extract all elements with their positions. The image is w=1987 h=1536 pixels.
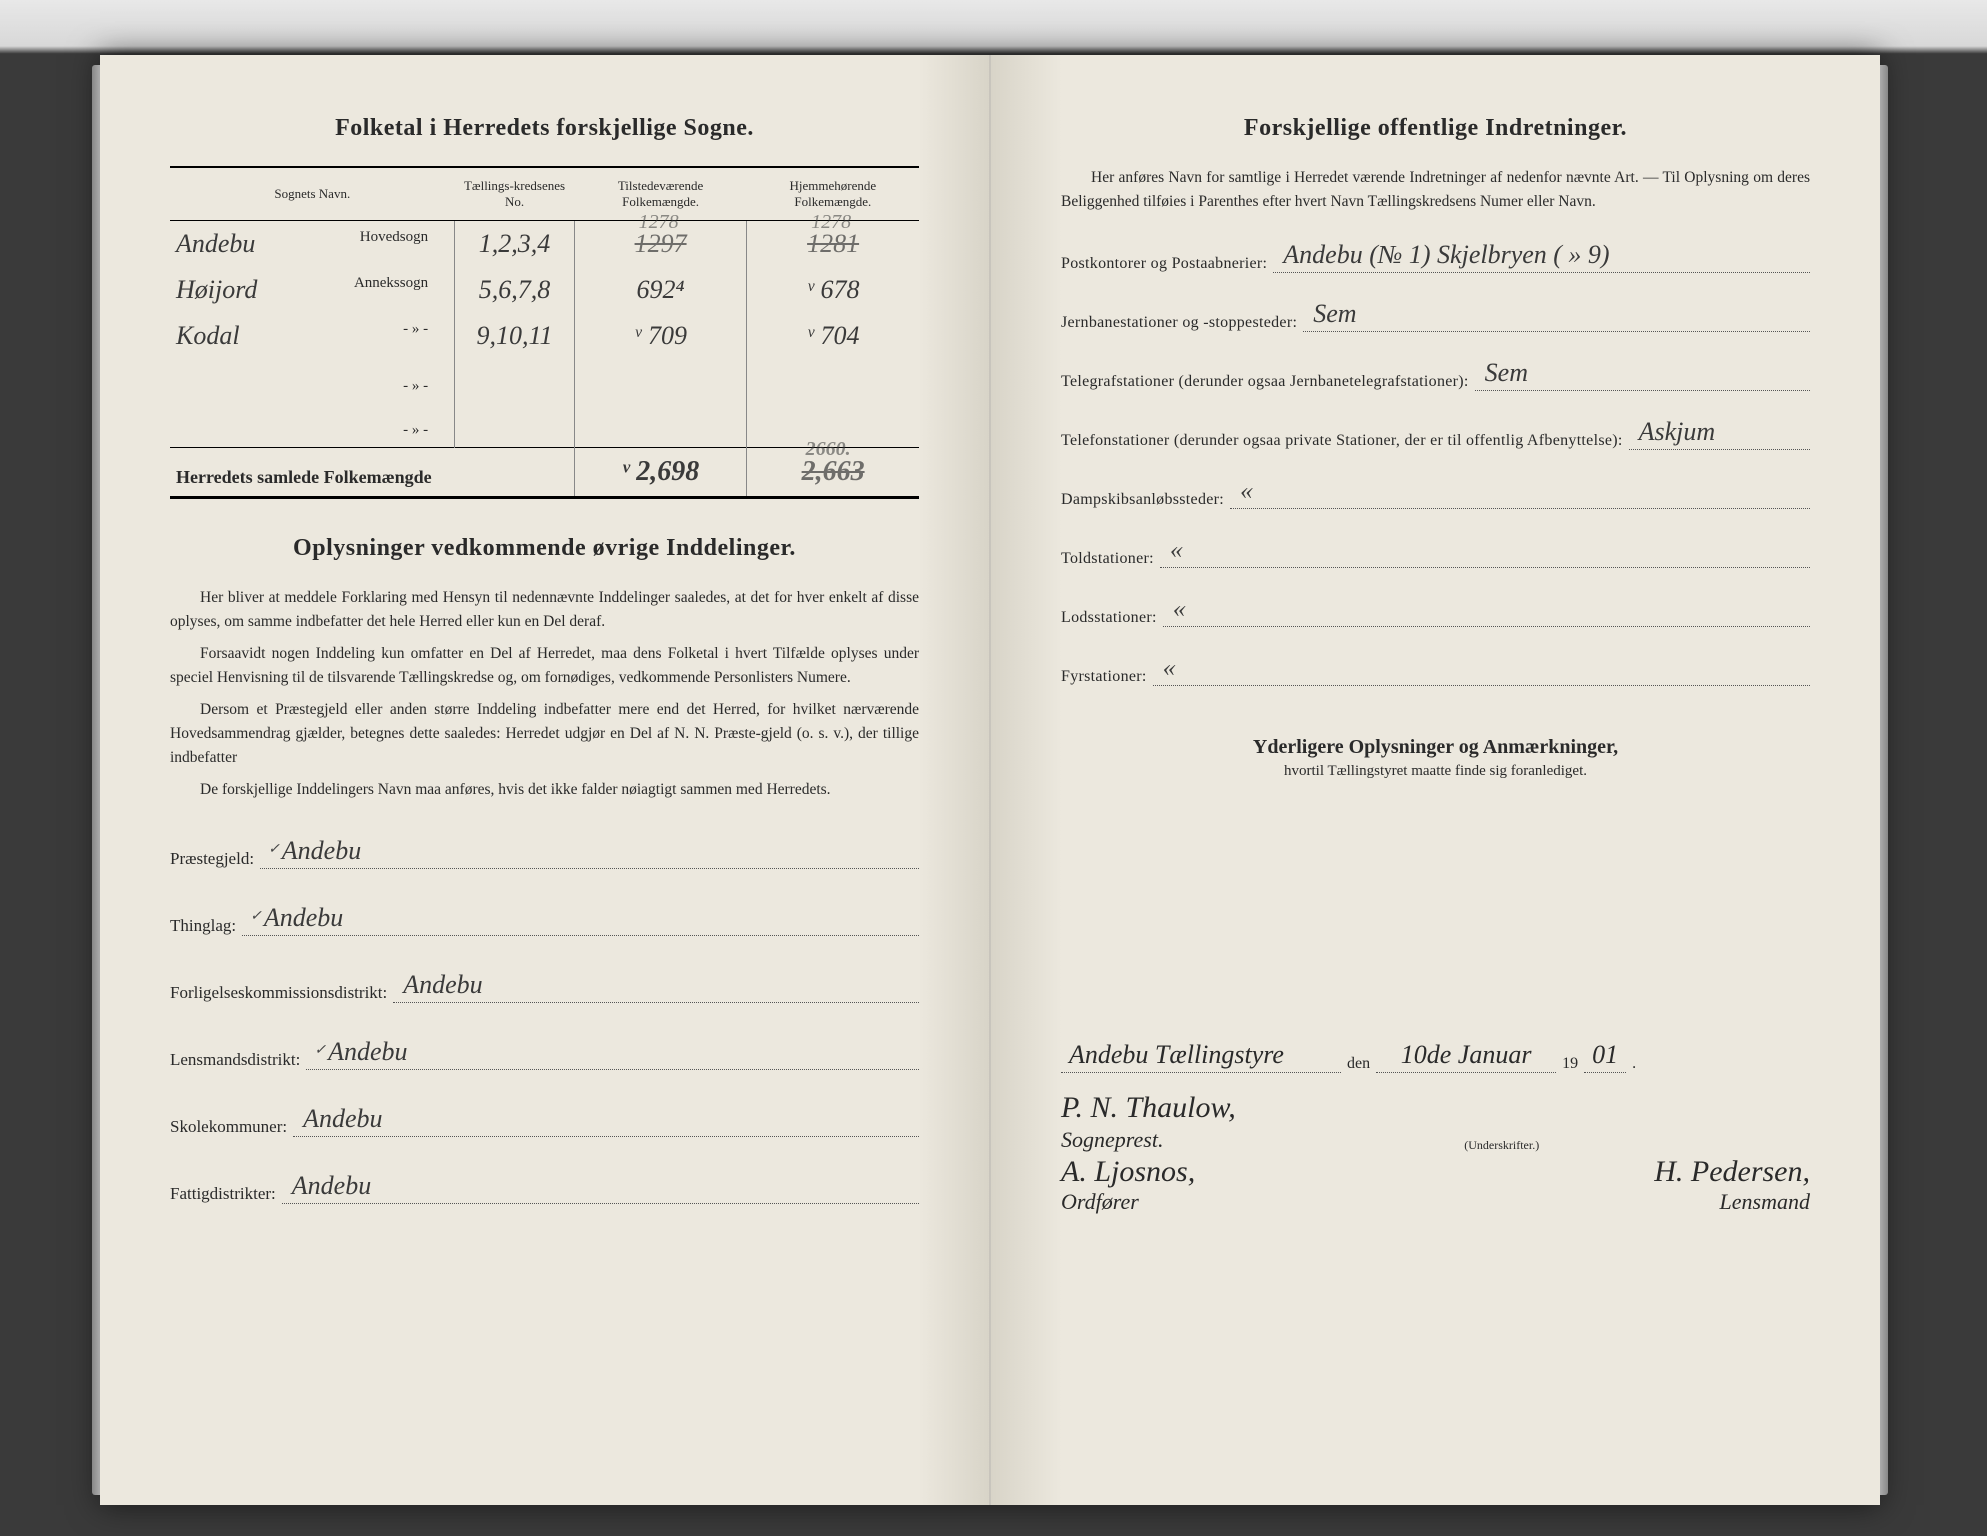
sogn-type: - » - (403, 378, 448, 395)
field-told: Toldstationer: « (1061, 535, 1810, 568)
field-skole: Skolekommuner: Andebu (170, 1104, 919, 1137)
field-value: « (1230, 476, 1810, 509)
sign-place: Andebu Tællingstyre (1061, 1040, 1341, 1073)
field-telegraf: Telegrafstationer (derunder ogsaa Jernba… (1061, 358, 1810, 391)
kreds: 9,10,11 (455, 313, 575, 359)
para: Dersom et Præstegjeld eller anden større… (170, 698, 919, 770)
field-label: Fyrstationer: (1061, 668, 1153, 686)
total-row: Herredets samlede Folkemængde ᵛ 2,698 26… (170, 447, 919, 497)
right-title-yderligere: Yderligere Oplysninger og Anmærkninger, (1061, 736, 1810, 759)
field-value: Andebu (306, 1037, 919, 1070)
field-label: Thinglag: (170, 916, 242, 936)
role-1: Sogneprest. (1061, 1127, 1163, 1153)
field-post: Postkontorer og Postaabnerier: Andebu (№… (1061, 240, 1810, 273)
field-label: Dampskibsanløbssteder: (1061, 491, 1230, 509)
left-title-oplysninger: Oplysninger vedkommende øvrige Inddeling… (170, 535, 919, 562)
para: Her bliver at meddele Forklaring med Hen… (170, 586, 919, 634)
sogn-name: Andebu (176, 229, 255, 258)
role-2: Ordfører (1061, 1189, 1195, 1215)
sogn-type: - » - (403, 321, 448, 338)
field-label: Præstegjeld: (170, 849, 260, 869)
field-forligelses: Forligelseskommissionsdistrikt: Andebu (170, 970, 919, 1003)
signatures: P. N. Thaulow, Sogneprest. (Underskrifte… (1061, 1091, 1810, 1215)
right-page: Forskjellige offentlige Indretninger. He… (991, 55, 1880, 1505)
para: De forskjellige Inddelingers Navn maa an… (170, 778, 919, 802)
field-value: « (1160, 535, 1810, 568)
field-value: Sem (1303, 299, 1810, 332)
field-dampskib: Dampskibsanløbssteder: « (1061, 476, 1810, 509)
total-hjem: 2660.2,663 (747, 447, 919, 497)
date-line: Andebu Tællingstyre den 10de Januar 19 0… (1061, 1040, 1810, 1073)
signature-1: P. N. Thaulow, (1061, 1091, 1810, 1125)
total-label: Herredets samlede Folkemængde (170, 447, 574, 497)
left-page: Folketal i Herredets forskjellige Sogne.… (100, 55, 991, 1505)
hjem: 12781281 (747, 221, 919, 268)
right-intro: Her anføres Navn for samtlige i Herredet… (1061, 166, 1810, 214)
total-tilst: ᵛ 2,698 (574, 447, 746, 497)
field-value: Andebu (282, 1171, 919, 1204)
signature-3: H. Pedersen, (1654, 1155, 1810, 1189)
field-label: Postkontorer og Postaabnerier: (1061, 255, 1273, 273)
field-value: Andebu (393, 970, 919, 1003)
den-label: den (1347, 1055, 1370, 1073)
field-label: Skolekommuner: (170, 1117, 293, 1137)
field-value: Askjum (1629, 417, 1810, 450)
signature-block: Andebu Tællingstyre den 10de Januar 19 0… (1061, 1040, 1810, 1215)
field-value: Andebu (№ 1) Skjelbryen ( » 9) (1273, 240, 1810, 273)
field-fattig: Fattigdistrikter: Andebu (170, 1171, 919, 1204)
th-sogn: Sognets Navn. (170, 167, 455, 221)
field-label: Lensmandsdistrikt: (170, 1050, 306, 1070)
right-caption: hvortil Tællingstyret maatte finde sig f… (1061, 763, 1810, 780)
field-label: Jernbanestationer og -stoppesteder: (1061, 314, 1303, 332)
table-row: Andebu Hovedsogn 1,2,3,4 12781297 127812… (170, 221, 919, 268)
field-value: « (1163, 594, 1810, 627)
left-title-folketal: Folketal i Herredets forskjellige Sogne. (170, 115, 919, 142)
sogn-type: - » - (403, 422, 448, 439)
table-row: Kodal - » - 9,10,11 ᵛ 709 ᵛ 704 (170, 313, 919, 359)
signature-2: A. Ljosnos, (1061, 1155, 1195, 1189)
folketal-table: Sognets Navn. Tællings-kredsenes No. Til… (170, 166, 919, 499)
hjem: ᵛ 678 (747, 267, 919, 313)
sogn-type: Annekssogn (354, 275, 448, 292)
sogn-name: Høijord (176, 275, 257, 304)
field-lods: Lodsstationer: « (1061, 594, 1810, 627)
field-telefon: Telefonstationer (derunder ogsaa private… (1061, 417, 1810, 450)
kreds: 1,2,3,4 (455, 221, 575, 268)
year-suffix: 01 (1584, 1040, 1626, 1073)
table-row: - » - (170, 359, 919, 403)
sign-date: 10de Januar (1376, 1040, 1556, 1073)
table-row: Høijord Annekssogn 5,6,7,8 692⁴ ᵛ 678 (170, 267, 919, 313)
field-value: Andebu (260, 836, 919, 869)
role-3: Lensmand (1654, 1189, 1810, 1215)
period: . (1632, 1055, 1636, 1073)
field-label: Toldstationer: (1061, 550, 1160, 568)
tilst: 692⁴ (574, 267, 746, 313)
field-lensmand: Lensmandsdistrikt: Andebu (170, 1037, 919, 1070)
tilst: 12781297 (574, 221, 746, 268)
field-value: Sem (1475, 358, 1810, 391)
field-label: Forligelseskommissionsdistrikt: (170, 983, 393, 1003)
right-title-indretninger: Forskjellige offentlige Indretninger. (1061, 115, 1810, 142)
field-thinglag: Thinglag: Andebu (170, 903, 919, 936)
para: Forsaavidt nogen Inddeling kun omfatter … (170, 642, 919, 690)
sogn-type: Hovedsogn (360, 229, 448, 246)
underskrifter-label: (Underskrifter.) (1193, 1138, 1810, 1153)
th-kreds: Tællings-kredsenes No. (455, 167, 575, 221)
field-praestegjeld: Præstegjeld: Andebu (170, 836, 919, 869)
year-prefix: 19 (1562, 1055, 1578, 1073)
sogn-name: Kodal (176, 321, 240, 350)
field-value: Andebu (242, 903, 919, 936)
field-label: Telefonstationer (derunder ogsaa private… (1061, 432, 1629, 450)
field-jernbane: Jernbanestationer og -stoppesteder: Sem (1061, 299, 1810, 332)
field-label: Fattigdistrikter: (170, 1184, 282, 1204)
kreds: 5,6,7,8 (455, 267, 575, 313)
field-fyr: Fyrstationer: « (1061, 653, 1810, 686)
tilst: ᵛ 709 (574, 313, 746, 359)
field-value: « (1153, 653, 1810, 686)
field-label: Lodsstationer: (1061, 609, 1163, 627)
field-label: Telegrafstationer (derunder ogsaa Jernba… (1061, 373, 1475, 391)
hjem: ᵛ 704 (747, 313, 919, 359)
field-value: Andebu (293, 1104, 919, 1137)
book-spread: Folketal i Herredets forskjellige Sogne.… (100, 55, 1880, 1505)
